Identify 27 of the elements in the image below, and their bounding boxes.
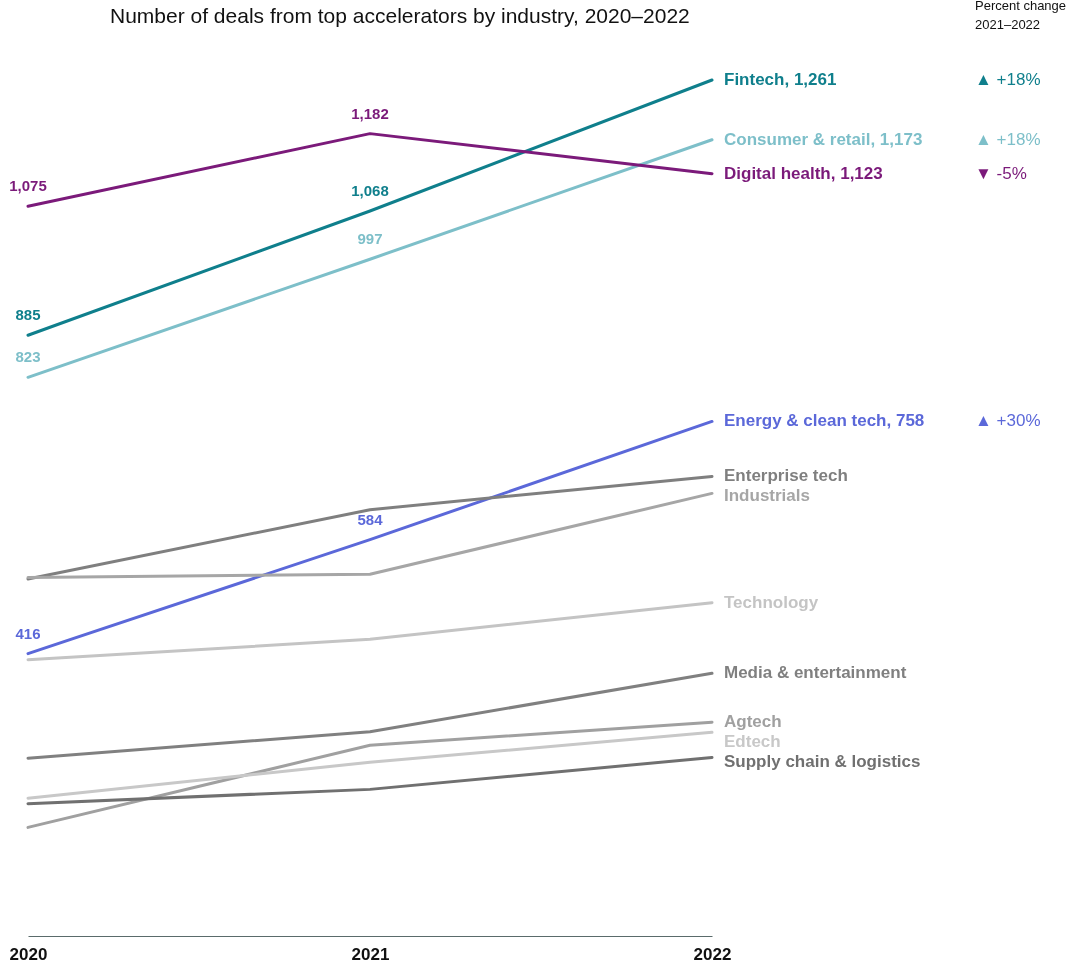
data-label: 584 (357, 510, 384, 528)
series-label: Digital health, 1,123 (724, 163, 883, 183)
data-label: 416 (15, 624, 41, 642)
text: ▼ -5% (975, 163, 1027, 183)
x-tick-label: 2020 (9, 944, 48, 964)
x-tick-label: 2021 (351, 944, 390, 964)
series-label: Fintech, 1,261 (724, 70, 837, 89)
series-label: Media & entertainment (724, 663, 907, 683)
series-label: Industrials (724, 486, 810, 506)
text: ▲ +18% (975, 129, 1041, 149)
data-label: 997 (357, 230, 383, 248)
data-label: 885 (15, 306, 41, 324)
chart-title: Number of deals from top accelerators by industry, 2020–2022 (110, 4, 690, 27)
data-label: 1,075 (9, 177, 47, 195)
text: ▲ +18% (975, 70, 1041, 89)
text: ▲ +30% (975, 411, 1041, 431)
series-label: Agtech (724, 712, 782, 732)
data-label: 1,182 (351, 104, 389, 122)
series-label: Technology (724, 592, 819, 612)
data-label: 1,068 (351, 182, 389, 200)
series-label: Consumer & retail, 1,173 (724, 129, 923, 149)
series-label: Enterprise tech (724, 466, 848, 486)
series-label: Energy & clean tech, 758 (724, 411, 925, 431)
series-label: Supply chain & logistics (724, 752, 921, 772)
data-label: 823 (15, 348, 41, 366)
text: Percent change 2021–2022 (975, 0, 1067, 32)
x-tick-label: 2022 (693, 944, 732, 964)
